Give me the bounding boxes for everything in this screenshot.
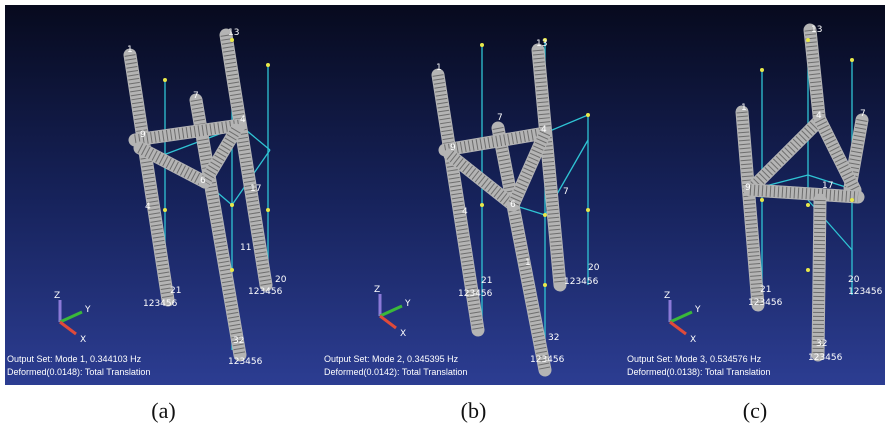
node-label: 21 (170, 286, 181, 296)
screenshot-panel: 1 13 7 4 9 17 21 20 32 123456 123456 123456 Z Y X Outpu… (625, 5, 885, 385)
caption: (a) (151, 398, 175, 423)
node (760, 198, 764, 202)
node-label: 20 (588, 263, 600, 273)
node (586, 113, 590, 117)
node (760, 68, 764, 72)
node (230, 268, 234, 272)
output-set: Output Set: Mode 3, 0.534576 Hz (627, 354, 762, 364)
node (806, 268, 810, 272)
node (850, 58, 854, 62)
axis-label: Y (84, 305, 91, 315)
caption: (c) (743, 398, 767, 423)
node-label: 21 (760, 285, 771, 295)
node-label: 123456 (848, 287, 883, 297)
node-label: 32 (233, 336, 244, 346)
node (850, 198, 854, 202)
node-label: 123456 (143, 299, 178, 309)
node-label: 13 (228, 28, 239, 38)
node-label: 123456 (530, 355, 565, 365)
caption: (b) (461, 398, 487, 423)
node (806, 38, 810, 42)
node-label: 1 (741, 103, 747, 113)
node-label: 32 (548, 333, 559, 343)
node-label: 1 (436, 63, 442, 73)
node-label: 1 (127, 45, 133, 55)
axis-label: Y (404, 299, 411, 309)
node-label: 4 (541, 125, 547, 135)
node (480, 43, 484, 47)
axis-label: Z (374, 285, 380, 295)
node (806, 203, 810, 207)
node-label: 7 (193, 91, 199, 101)
node-label: 11 (240, 243, 251, 253)
node-label: 13 (811, 25, 822, 35)
page: 113794617411212032123456123456123456ZYXO… (0, 0, 890, 430)
node (543, 213, 547, 217)
deformed-info: Deformed(0.0142): Total Translation (324, 367, 467, 377)
node-label: 7 (497, 113, 503, 123)
node (230, 203, 234, 207)
figure: 113794617411212032123456123456123456ZYXO… (0, 0, 890, 430)
node-label: 17 (250, 184, 261, 194)
node-label: 20 (275, 275, 287, 285)
viewport-background (5, 5, 322, 385)
node-label: 4 (462, 207, 468, 217)
axis-label: X (690, 335, 696, 345)
node-label: 21 (481, 276, 492, 286)
node-label: 123456 (748, 298, 783, 308)
node (543, 283, 547, 287)
node (163, 208, 167, 212)
member (818, 200, 820, 355)
axis-label: Z (54, 291, 60, 301)
node (586, 208, 590, 212)
screenshot-panel: 1 13 7 9 4 6 7 4 1 21 20 32 123456 123456 123456 Z Y X Out… (322, 5, 625, 385)
node-label: 9 (450, 143, 456, 153)
node-label: 20 (848, 275, 860, 285)
node (163, 78, 167, 82)
node (230, 38, 234, 42)
node-label: 123456 (248, 287, 283, 297)
node (266, 63, 270, 67)
node-label: 4 (816, 111, 822, 121)
node (266, 208, 270, 212)
node-label: 7 (860, 109, 866, 119)
deformed-info: Deformed(0.0138): Total Translation (627, 367, 770, 377)
node-label: 123456 (458, 289, 493, 299)
node-label: 13 (536, 39, 547, 49)
node-label: 123456 (228, 357, 263, 367)
node-label: 32 (816, 339, 827, 349)
axis-label: X (80, 335, 86, 345)
node-label: 4 (240, 115, 246, 125)
node-label: 123456 (564, 277, 599, 287)
axis-label: Y (694, 305, 701, 315)
axis-label: Z (664, 291, 670, 301)
node-label: 17 (822, 181, 833, 191)
node-label: 4 (145, 202, 151, 212)
node (480, 203, 484, 207)
screenshot-panel: 1 13 7 9 4 6 17 4 11 21 20 32 123456 123456 123456 Z Y XO… (5, 5, 322, 385)
node-label: 6 (510, 200, 516, 210)
axis-label: X (400, 329, 406, 339)
node-label: 1 (525, 258, 531, 268)
output-set: Output Set: Mode 2, 0.345395 Hz (324, 354, 459, 364)
node-label: 123456 (808, 353, 843, 363)
node-label: 7 (563, 187, 569, 197)
node-label: 9 (140, 130, 146, 140)
node-label: 6 (200, 176, 206, 186)
deformed-info: Deformed(0.0148): Total Translation (7, 367, 150, 377)
node-label: 9 (745, 183, 751, 193)
output-set: Output Set: Mode 1, 0.344103 Hz (7, 354, 142, 364)
